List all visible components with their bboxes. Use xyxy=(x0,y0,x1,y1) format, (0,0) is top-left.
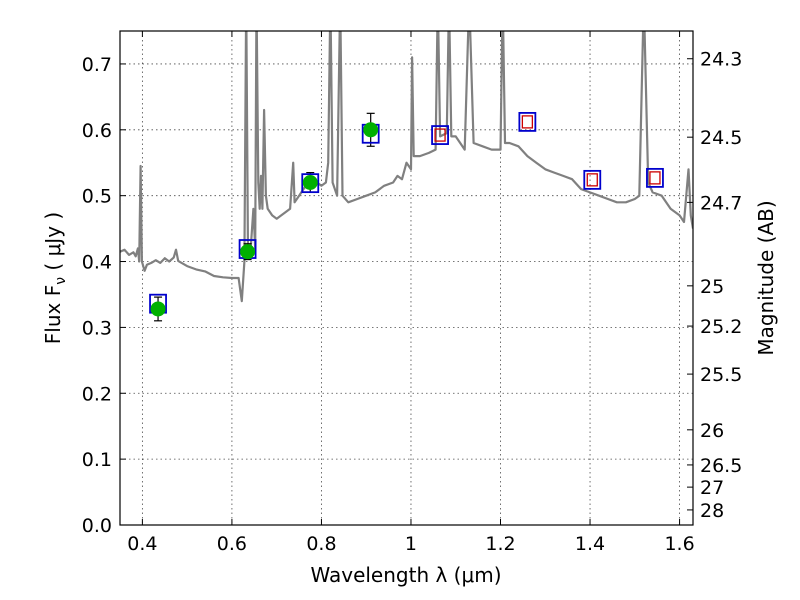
upper-limit-marker xyxy=(521,115,534,129)
x-axis-label: Wavelength λ (μm) xyxy=(310,563,501,587)
right-axis-tick-label: 26 xyxy=(700,420,724,442)
x-tick-label: 0.8 xyxy=(306,533,336,555)
observed-photometry-point xyxy=(363,122,379,138)
right-axis-tick-label: 28 xyxy=(700,500,724,522)
x-tick-label: 1.4 xyxy=(575,533,605,555)
model-photometry-marker xyxy=(431,125,449,145)
observed-photometry-point xyxy=(240,244,256,260)
y-tick-label: 0.7 xyxy=(82,54,112,76)
model-photometry-marker xyxy=(646,167,664,188)
markers xyxy=(149,111,664,322)
x-tick-label: 0.6 xyxy=(217,533,247,555)
y-axis-label-sub: ν xyxy=(53,277,69,285)
upper-limit-marker xyxy=(586,173,598,187)
y-tick-label: 0.4 xyxy=(82,252,112,274)
x-tick-label: 1.2 xyxy=(485,533,515,555)
y-axis-label-main: Flux F xyxy=(41,285,65,344)
right-axis-tick-label: 25.2 xyxy=(700,316,742,338)
y-axis-label: Flux Fν ( μJy ) xyxy=(41,212,69,344)
y-tick-label: 0.6 xyxy=(82,120,112,142)
y-tick-label: 0.0 xyxy=(82,515,112,537)
model-spectrum-line xyxy=(120,31,693,303)
right-axis-tick-label: 25.5 xyxy=(700,364,742,386)
model-photometry-marker xyxy=(583,169,602,190)
observed-photometry-point xyxy=(150,301,166,317)
right-axis-label: Magnitude (AB) xyxy=(754,200,778,355)
grid xyxy=(120,31,693,526)
model-photometry-marker xyxy=(301,173,320,194)
ticks: 0.4 0.6 0.8 1 1.2 1.4 1.6 0.0 0.1 0.2 0.3 0.4 0.5 0.6… xyxy=(82,31,742,555)
y-tick-label: 0.5 xyxy=(82,186,112,208)
model-photometry-marker xyxy=(518,111,537,132)
right-axis-tick-label: 24.3 xyxy=(700,49,742,71)
plot-frame xyxy=(119,30,694,526)
x-tick-label: 1 xyxy=(405,533,417,555)
x-tick-label: 1.6 xyxy=(664,533,694,555)
y-tick-label: 0.2 xyxy=(82,383,112,405)
right-axis-tick-label: 26.5 xyxy=(700,455,742,477)
y-axis-label-units: ( μJy ) xyxy=(41,212,65,277)
upper-limit-marker xyxy=(649,171,661,185)
right-axis-tick-label: 24.5 xyxy=(700,127,742,149)
y-tick-label: 0.3 xyxy=(82,317,112,339)
upper-limit-marker xyxy=(434,128,446,142)
y-tick-label: 0.1 xyxy=(82,449,112,471)
observed-photometry-point xyxy=(302,174,318,190)
x-tick-label: 0.4 xyxy=(127,533,157,555)
right-axis-tick-label: 25 xyxy=(700,276,724,298)
right-axis-tick-label: 27 xyxy=(700,477,724,499)
data-series xyxy=(120,31,693,303)
right-axis-tick-label: 24.7 xyxy=(700,192,742,214)
